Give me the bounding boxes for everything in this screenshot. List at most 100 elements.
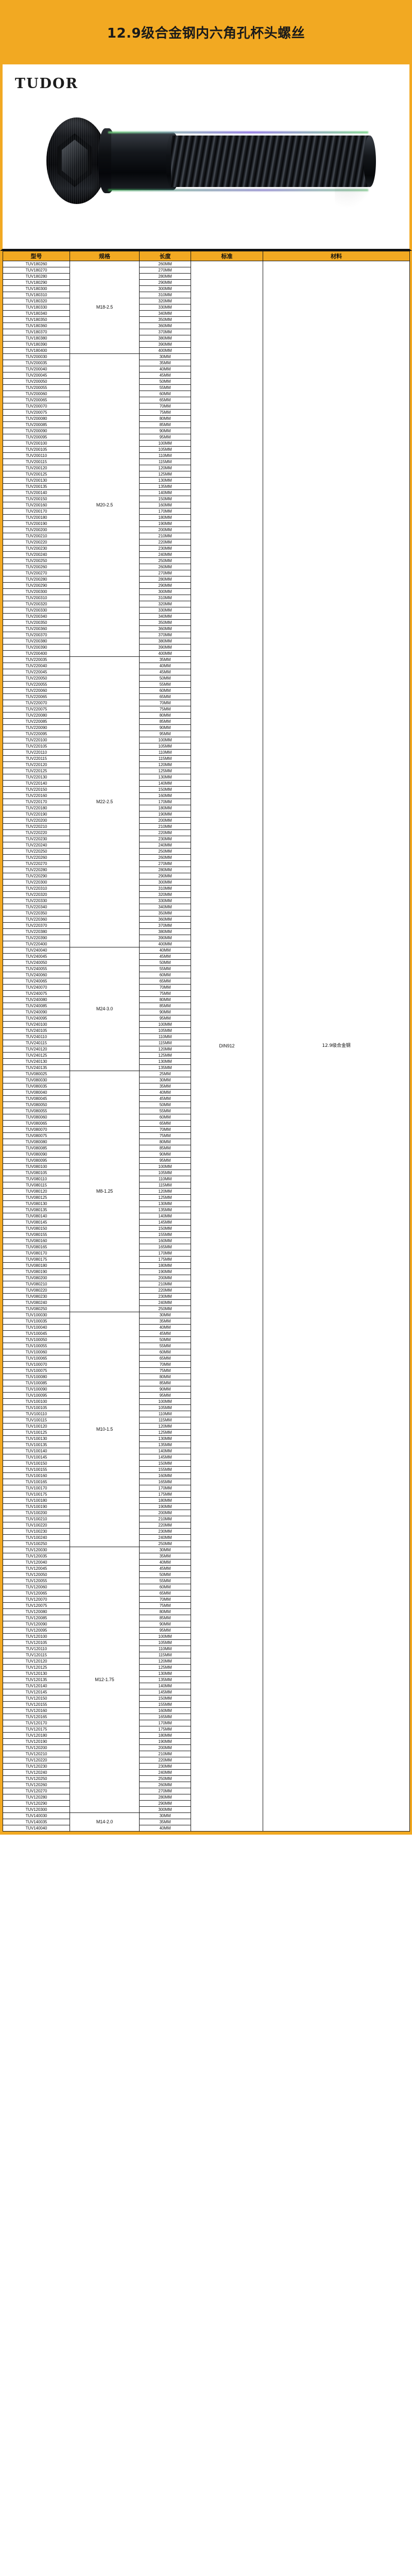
cell-length: 250MM: [139, 1540, 191, 1547]
cell-length: 105MM: [139, 1027, 191, 1034]
cell-model: TUV240130: [3, 1058, 70, 1065]
cell-model: TUV200090: [3, 428, 70, 434]
table-row: TUV220120 120MM: [3, 761, 410, 768]
cell-length: 55MM: [139, 1578, 191, 1584]
cell-length: 230MM: [139, 1763, 191, 1770]
cell-length: 75MM: [139, 990, 191, 997]
table-row: TUV120160 160MM: [3, 1707, 410, 1714]
cell-length: 320MM: [139, 298, 191, 304]
cell-model: TUV120100: [3, 1633, 70, 1640]
table-row: TUV220290 290MM: [3, 873, 410, 879]
cell-model: TUV200190: [3, 520, 70, 527]
cell-model: TUV120240: [3, 1769, 70, 1776]
cell-length: 240MM: [139, 1299, 191, 1306]
cell-model: TUV100155: [3, 1466, 70, 1473]
table-row: TUV240070 70MM: [3, 984, 410, 991]
cell-length: 135MM: [139, 1064, 191, 1071]
table-row: TUV180260 M18-2.5 260MM DIN912 12.9级合金钢: [3, 261, 410, 1832]
cell-length: 90MM: [139, 1386, 191, 1393]
table-row: TUV220390 390MM: [3, 935, 410, 941]
cell-length: 65MM: [139, 978, 191, 985]
cell-length: 105MM: [139, 1170, 191, 1176]
cell-model: TUV220115: [3, 755, 70, 762]
cell-length: 330MM: [139, 607, 191, 614]
cell-model: TUV120300: [3, 1806, 70, 1813]
cell-model: TUV120200: [3, 1744, 70, 1751]
cell-length: 220MM: [139, 539, 191, 546]
cell-model: TUV220260: [3, 854, 70, 861]
cell-model: TUV220190: [3, 811, 70, 818]
cell-length: 45MM: [139, 1095, 191, 1102]
table-row: TUV240080 80MM: [3, 996, 410, 1003]
cell-model: TUV080030: [3, 1077, 70, 1083]
cell-length: 65MM: [139, 1590, 191, 1597]
cell-model: TUV200160: [3, 502, 70, 509]
table-row: TUV240065 65MM: [3, 978, 410, 985]
table-row: TUV200060 60MM: [3, 391, 410, 397]
cell-model: TUV240135: [3, 1064, 70, 1071]
cell-model: TUV220105: [3, 743, 70, 750]
cell-length: 90MM: [139, 1009, 191, 1015]
cell-length: 280MM: [139, 273, 191, 280]
cell-length: 250MM: [139, 1306, 191, 1312]
table-row: TUV200280 280MM: [3, 576, 410, 583]
cell-model: TUV080090: [3, 1151, 70, 1158]
cell-model: TUV220150: [3, 786, 70, 793]
cell-length: 250MM: [139, 848, 191, 855]
cell-length: 120MM: [139, 465, 191, 471]
cell-model: TUV180330: [3, 304, 70, 311]
table-row: TUV220055 55MM: [3, 681, 410, 688]
cell-model: TUV080100: [3, 1163, 70, 1170]
cell-model: TUV240095: [3, 1015, 70, 1022]
column-header-material: 材料: [263, 251, 410, 261]
cell-length: 125MM: [139, 1429, 191, 1436]
cell-length: 95MM: [139, 1015, 191, 1022]
cell-model: TUV200320: [3, 601, 70, 607]
cell-length: 160MM: [139, 792, 191, 799]
cell-length: 115MM: [139, 1182, 191, 1189]
table-row: TUV180390 390MM: [3, 341, 410, 348]
cell-model: TUV180300: [3, 285, 70, 292]
cell-length: 95MM: [139, 434, 191, 440]
cell-model: TUV080150: [3, 1225, 70, 1232]
cell-length: 45MM: [139, 953, 191, 960]
cell-model: TUV240105: [3, 1027, 70, 1034]
cell-model: TUV200210: [3, 533, 70, 539]
cell-length: 180MM: [139, 1732, 191, 1739]
table-row: TUV120060 60MM: [3, 1584, 410, 1590]
cell-length: 300MM: [139, 285, 191, 292]
cell-length: 370MM: [139, 329, 191, 335]
cell-model: TUV120135: [3, 1676, 70, 1683]
cell-length: 220MM: [139, 829, 191, 836]
cell-length: 50MM: [139, 1336, 191, 1343]
cell-length: 100MM: [139, 1021, 191, 1028]
cell-model: TUV220380: [3, 928, 70, 935]
table-row: TUV200040 40MM: [3, 366, 410, 372]
cell-model: TUV240125: [3, 1052, 70, 1059]
cell-length: 120MM: [139, 1188, 191, 1195]
cell-model: TUV200280: [3, 576, 70, 583]
cell-length: 85MM: [139, 1615, 191, 1621]
cell-length: 50MM: [139, 1571, 191, 1578]
cell-length: 220MM: [139, 1522, 191, 1529]
table-row: TUV200350 350MM: [3, 619, 410, 626]
cell-length: 40MM: [139, 366, 191, 372]
cell-length: 90MM: [139, 1151, 191, 1158]
cell-model: TUV200055: [3, 384, 70, 391]
cell-model: TUV100055: [3, 1343, 70, 1349]
cell-model: TUV080045: [3, 1095, 70, 1102]
cell-model: TUV180400: [3, 347, 70, 354]
page-bottom-edge: [0, 1832, 412, 1835]
hex-socket-icon: [58, 133, 92, 187]
product-hero: TUDOR: [0, 64, 412, 251]
cell-length: 340MM: [139, 904, 191, 910]
cell-length: 200MM: [139, 1744, 191, 1751]
cell-length: 60MM: [139, 687, 191, 694]
table-row: TUV220080 80MM: [3, 712, 410, 719]
table-row: TUV180360 360MM: [3, 323, 410, 329]
cell-length: 175MM: [139, 1726, 191, 1733]
table-row: TUV120090 90MM: [3, 1621, 410, 1628]
cell-model: TUV120290: [3, 1800, 70, 1807]
page-title: 12.9级合金钢内六角孔杯头螺丝: [107, 26, 305, 41]
cell-model: TUV120080: [3, 1608, 70, 1615]
